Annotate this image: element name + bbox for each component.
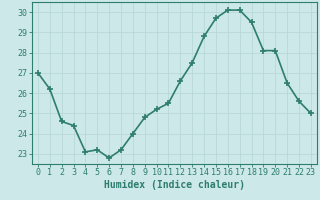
X-axis label: Humidex (Indice chaleur): Humidex (Indice chaleur): [104, 180, 245, 190]
